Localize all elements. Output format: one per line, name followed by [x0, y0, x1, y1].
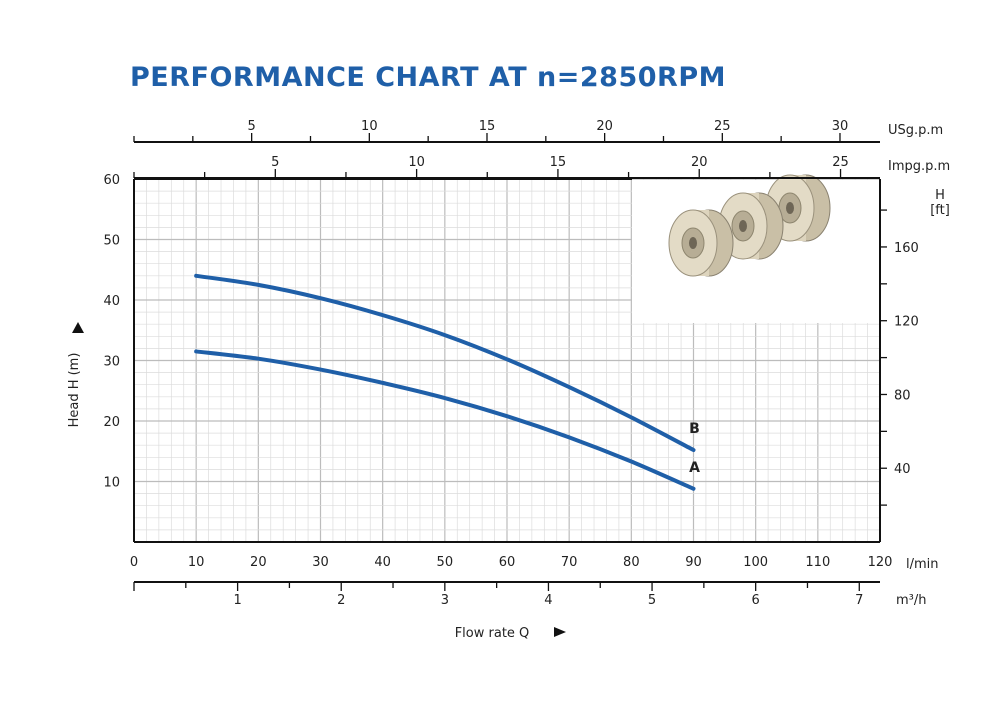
x-tick-label: 0: [130, 555, 138, 570]
x-tick-label: 100: [743, 555, 768, 570]
secondary-unit-label: Impg.p.m: [888, 159, 950, 174]
y-tick-label: 10: [103, 476, 120, 491]
impeller-icon: [668, 174, 831, 277]
x-tick-label: 20: [250, 555, 267, 570]
secondary-tick-label: 20: [596, 119, 613, 134]
secondary-tick-label: 5: [648, 593, 656, 608]
x-unit-label: l/min: [906, 557, 939, 572]
x-tick-label: 70: [561, 555, 578, 570]
secondary-tick-label: 120: [894, 315, 919, 330]
secondary-tick-label: 3: [441, 593, 449, 608]
secondary-tick-label: 10: [361, 119, 378, 134]
y-axis-title: Head H (m): [67, 353, 82, 428]
secondary-unit-label: H: [935, 188, 945, 203]
secondary-tick-label: 160: [894, 241, 919, 256]
y-tick-label: 40: [103, 294, 120, 309]
y-tick-label: 30: [103, 355, 120, 370]
x-tick-label: 10: [188, 555, 205, 570]
impeller-bore: [689, 237, 697, 249]
secondary-tick-label: 2: [337, 593, 345, 608]
y-tick-label: 50: [103, 234, 120, 249]
secondary-tick-label: 1: [233, 593, 241, 608]
x-tick-label: 120: [868, 555, 893, 570]
secondary-tick-label: 10: [408, 155, 425, 170]
secondary-tick-label: 7: [855, 593, 863, 608]
series-label-b: B: [689, 421, 700, 437]
chart-title: PERFORMANCE CHART AT n=2850RPM: [130, 62, 726, 93]
x-tick-label: 50: [437, 555, 454, 570]
y-tick-label: 20: [103, 415, 120, 430]
secondary-tick-label: 4: [544, 593, 552, 608]
secondary-tick-label: 20: [691, 155, 708, 170]
secondary-tick-label: 5: [248, 119, 256, 134]
secondary-tick-label: 15: [479, 119, 496, 134]
x-tick-label: 40: [374, 555, 391, 570]
x-tick-label: 30: [312, 555, 329, 570]
secondary-tick-label: 80: [894, 388, 911, 403]
secondary-tick-label: 15: [550, 155, 567, 170]
secondary-unit-label: m³/h: [896, 593, 927, 608]
secondary-tick-label: 25: [832, 155, 849, 170]
x-tick-label: 60: [499, 555, 516, 570]
series-line-a: [194, 349, 696, 491]
x-tick-label: 80: [623, 555, 640, 570]
y-tick-label: 60: [103, 173, 120, 188]
impeller-bore: [739, 220, 747, 232]
secondary-tick-label: 40: [894, 462, 911, 477]
up-arrow-icon: [72, 322, 84, 333]
secondary-tick-label: 25: [714, 119, 731, 134]
series-line-b: [194, 273, 696, 453]
secondary-tick-label: 6: [752, 593, 760, 608]
series-label-a: A: [689, 460, 700, 476]
impeller-bore: [786, 202, 794, 214]
secondary-unit-label: [ft]: [930, 203, 950, 218]
right-arrow-icon: [554, 627, 566, 637]
secondary-unit-label: USg.p.m: [888, 123, 943, 138]
x-tick-label: 90: [685, 555, 702, 570]
x-tick-label: 110: [805, 555, 830, 570]
x-axis-title: Flow rate Q: [455, 626, 530, 641]
secondary-tick-label: 5: [271, 155, 279, 170]
secondary-tick-label: 30: [832, 119, 849, 134]
